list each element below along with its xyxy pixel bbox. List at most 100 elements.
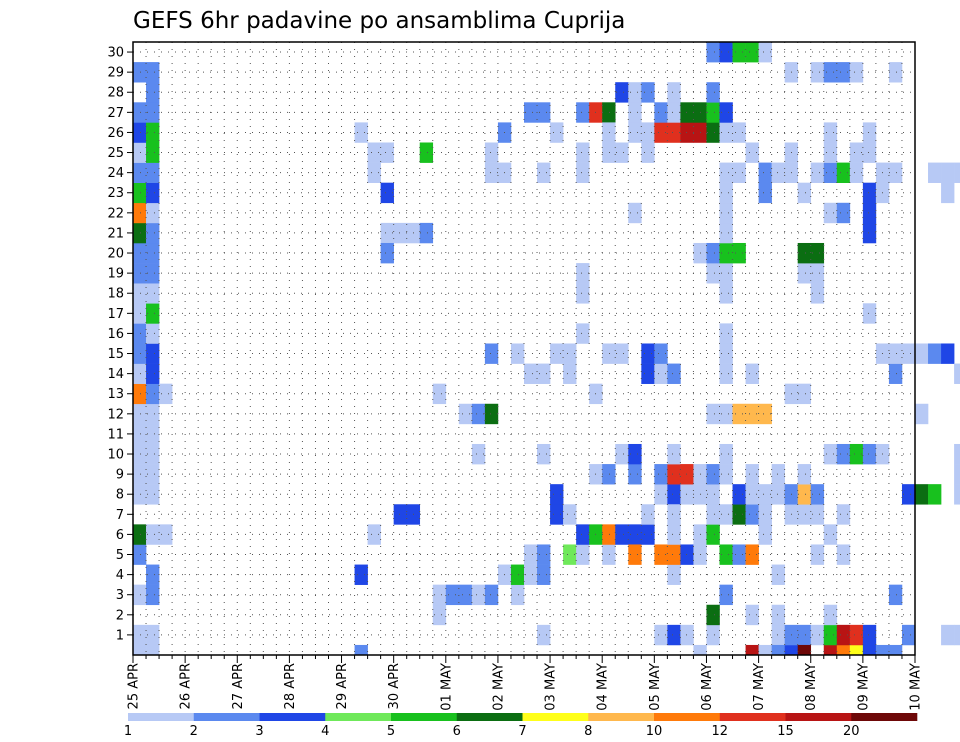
heatmap-cell: [719, 464, 733, 485]
legend-boundary-label: 4: [321, 724, 329, 739]
heatmap-cell: [797, 263, 812, 284]
heatmap-cell: [146, 363, 160, 384]
heatmap-cell: [888, 584, 903, 606]
heatmap-cell: [146, 524, 160, 545]
heatmap-cell: [797, 182, 812, 204]
heatmap-cell: [524, 564, 538, 585]
heatmap-cell: [484, 403, 499, 425]
y-tick-label: 24: [107, 166, 124, 181]
heatmap-cell: [146, 142, 160, 163]
heatmap-cell: [654, 544, 668, 565]
heatmap-cell: [719, 504, 733, 525]
heatmap-cell: [706, 82, 720, 103]
legend-color-box: [522, 713, 589, 721]
heatmap-cell: [706, 484, 720, 505]
heatmap-cell: [146, 464, 160, 485]
color-legend: 1 2 3 4 5 6 7 8 10 12 15 20: [124, 713, 918, 739]
heatmap-cell: [628, 102, 642, 123]
heatmap-cell: [719, 443, 733, 465]
y-tick-label: 13: [107, 387, 124, 402]
heatmap-cell: [667, 443, 681, 465]
heatmap-cell: [758, 403, 772, 425]
heatmap-cell: [732, 504, 746, 525]
chart-title: GEFS 6hr padavine po ansamblima Cuprija: [133, 8, 625, 34]
heatmap-cell: [706, 242, 720, 264]
heatmap-cell: [667, 102, 681, 123]
legend-color-box: [785, 713, 852, 721]
heatmap-cell: [719, 263, 733, 284]
heatmap-cell: [732, 544, 746, 565]
heatmap-cell: [563, 544, 577, 565]
heatmap-cell: [537, 443, 551, 465]
heatmap-cell: [667, 464, 681, 485]
heatmap-cell: [354, 564, 368, 585]
heatmap-cell: [706, 403, 720, 425]
y-axis-ticks: 1234567891011121314151617181920212223242…: [107, 46, 133, 643]
heatmap-cell: [771, 484, 785, 505]
heatmap-cell: [810, 504, 825, 525]
y-tick-label: 21: [107, 226, 124, 241]
heatmap-cell: [836, 202, 851, 224]
heatmap-cell: [576, 102, 590, 123]
heatmap-cell: [719, 42, 733, 63]
x-tick-label: 28 APR: [283, 663, 298, 709]
heatmap-cell: [680, 102, 694, 123]
legend-color-box: [259, 713, 326, 721]
y-tick-label: 3: [116, 588, 124, 603]
x-tick-label: 30 APR: [387, 663, 402, 709]
heatmap-cell: [901, 484, 916, 505]
heatmap-cell: [680, 484, 694, 505]
heatmap-cell: [615, 443, 629, 465]
y-tick-label: 1: [116, 628, 124, 643]
heatmap-cell: [146, 644, 160, 656]
heatmap-cell: [849, 443, 864, 465]
heatmap-cell: [862, 644, 877, 656]
y-tick-label: 12: [107, 407, 124, 422]
heatmap-cell: [901, 343, 916, 364]
y-tick-label: 14: [107, 367, 124, 382]
heatmap-cell: [615, 82, 629, 103]
heatmap-cell: [654, 363, 668, 384]
legend-boundary-label: 2: [190, 724, 198, 739]
heatmap-cell: [146, 62, 160, 83]
heatmap-cell: [745, 544, 759, 565]
heatmap-cell: [719, 222, 733, 244]
heatmap-cell: [706, 263, 720, 284]
heatmap-cell: [758, 42, 772, 63]
legend-boundary-label: 10: [646, 724, 663, 739]
heatmap-cell: [667, 484, 681, 505]
heatmap-cell: [810, 484, 825, 505]
heatmap-cell: [133, 624, 147, 646]
heatmap-cell: [602, 544, 616, 565]
heatmap-cell: [928, 343, 942, 364]
heatmap-cell: [393, 504, 407, 525]
x-tick-label: 26 APR: [179, 663, 194, 709]
heatmap-cell: [862, 142, 877, 163]
heatmap-cell: [628, 443, 642, 465]
heatmap-cell: [849, 162, 864, 183]
heatmap-cell: [954, 464, 960, 485]
heatmap-cell: [133, 644, 147, 656]
heatmap-cell: [628, 524, 642, 545]
heatmap-cell: [706, 604, 720, 626]
heatmap-cell: [719, 343, 733, 364]
heatmap-cell: [771, 162, 785, 183]
y-tick-label: 15: [107, 347, 124, 362]
heatmap-cell: [758, 182, 772, 204]
y-tick-label: 18: [107, 287, 124, 302]
heatmap-cell: [862, 202, 877, 224]
heatmap-cell: [667, 544, 681, 565]
heatmap-cell: [641, 343, 655, 364]
heatmap-cell: [563, 363, 577, 384]
heatmap-cell: [159, 383, 173, 405]
heatmap-cell: [576, 263, 590, 284]
heatmap-cell: [836, 544, 851, 565]
heatmap-cell: [133, 102, 147, 123]
heatmap-cell: [133, 544, 147, 565]
heatmap-cell: [706, 524, 720, 545]
heatmap-cell: [146, 584, 160, 606]
heatmap-cell: [133, 263, 147, 284]
y-tick-label: 10: [107, 448, 124, 463]
heatmap-cell: [146, 102, 160, 123]
heatmap-cell: [732, 162, 746, 183]
